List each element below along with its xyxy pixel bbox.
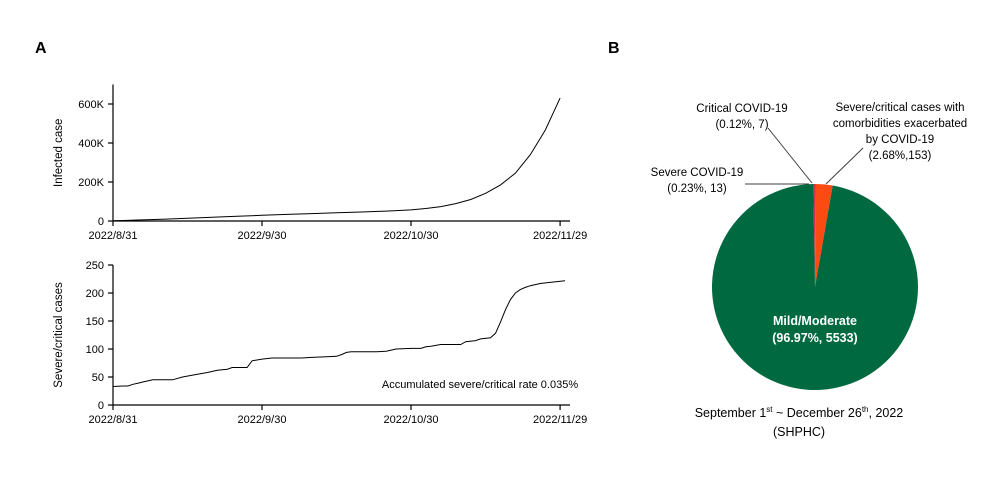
severe-critical-chart: 0 50 100 150 200 250 2022/8/31 2022/9/30 2022/10…: [40, 255, 600, 453]
pie-slices: [711, 183, 918, 391]
y-axis-title: Severe/critical cases: [53, 282, 65, 388]
data-line: [112, 97, 561, 222]
critical-label-line1: Critical COVID-19: [696, 103, 788, 115]
y-tick-label: 400K: [78, 138, 104, 150]
pie-slice: [815, 184, 833, 287]
infected-cases-line-svg: 0 200K 400K 600K 2022/8/31 2022/9/30 2022/10/3…: [53, 84, 587, 242]
x-tick-label: 2022/8/31: [89, 230, 138, 242]
pie-slice: [711, 184, 918, 391]
x-tick-label: 2022/11/29: [533, 414, 587, 426]
superscript-th: th: [861, 404, 869, 414]
x-tick-label: 2022/10/30: [383, 230, 438, 242]
data-line: [112, 280, 566, 387]
comorbid-leader-line: [825, 147, 864, 185]
comorbid-label-line4: (2.68%,153): [868, 150, 932, 162]
y-tick-label: 100: [86, 344, 104, 356]
annotation-text: Accumulated severe/critical rate 0.035%: [382, 379, 578, 391]
y-tick-label: 0: [98, 400, 104, 412]
x-tick-label: 2022/9/30: [238, 230, 287, 242]
mild-moderate-label: Mild/Moderate (96.97%, 5533): [715, 313, 915, 347]
comorbid-label-line2: comorbidities exacerbated: [832, 118, 968, 130]
y-tick-label: 600K: [78, 99, 104, 111]
critical-label-line2: (0.12%, 7): [715, 119, 769, 131]
x-tick-label: 2022/8/31: [89, 414, 138, 426]
panel-b-label: B: [608, 40, 620, 57]
severity-pie-chart: Critical COVID-19 (0.12%, 7) Severe/crit…: [605, 80, 993, 460]
comorbid-label-line1: Severe/critical cases with: [835, 102, 965, 114]
x-tick-label: 2022/10/30: [383, 414, 438, 426]
pie-svg: [711, 127, 918, 391]
y-tick-label: 0: [98, 216, 104, 228]
severe-label-line2: (0.23%, 13): [667, 183, 727, 195]
pie-caption-line1: September 1st ~ December 26th, 2022: [694, 404, 904, 420]
severe-label-line1: Severe COVID-19: [650, 167, 744, 179]
comorbid-label-line3: by COVID-19: [865, 134, 935, 146]
y-tick-label: 150: [86, 316, 104, 328]
y-axis-title: Infected case: [53, 119, 65, 187]
y-tick-label: 50: [92, 372, 104, 384]
x-tick-label: 2022/9/30: [238, 414, 287, 426]
critical-leader-line: [767, 127, 813, 184]
panel-a-label: A: [35, 40, 47, 57]
comorbid-slice-label: Severe/critical cases with comorbidities…: [808, 100, 992, 164]
severe-slice-label: Severe COVID-19 (0.23%, 13): [617, 165, 777, 197]
critical-slice-label: Critical COVID-19 (0.12%, 7): [662, 101, 822, 133]
pie-slice: [813, 184, 815, 287]
y-tick-label: 250: [86, 260, 104, 272]
x-tick-label: 2022/11/29: [533, 230, 587, 242]
pie-caption-line2: (SHPHC): [772, 425, 826, 439]
y-tick-label: 200K: [78, 177, 104, 189]
mild-label-line1: Mild/Moderate: [772, 314, 858, 328]
superscript-st: st: [766, 404, 773, 414]
mild-label-line2: (96.97%, 5533): [772, 331, 858, 345]
severe-critical-line-svg: 0 50 100 150 200 250 2022/8/31 2022/9/30 2022/10…: [53, 260, 587, 426]
pie-caption: September 1st ~ December 26th, 2022 (SHP…: [605, 404, 993, 442]
y-tick-label: 200: [86, 288, 104, 300]
infected-case-chart: 0 200K 400K 600K 2022/8/31 2022/9/30 2022/10/3…: [40, 75, 600, 260]
pie-slice: [814, 183, 816, 287]
